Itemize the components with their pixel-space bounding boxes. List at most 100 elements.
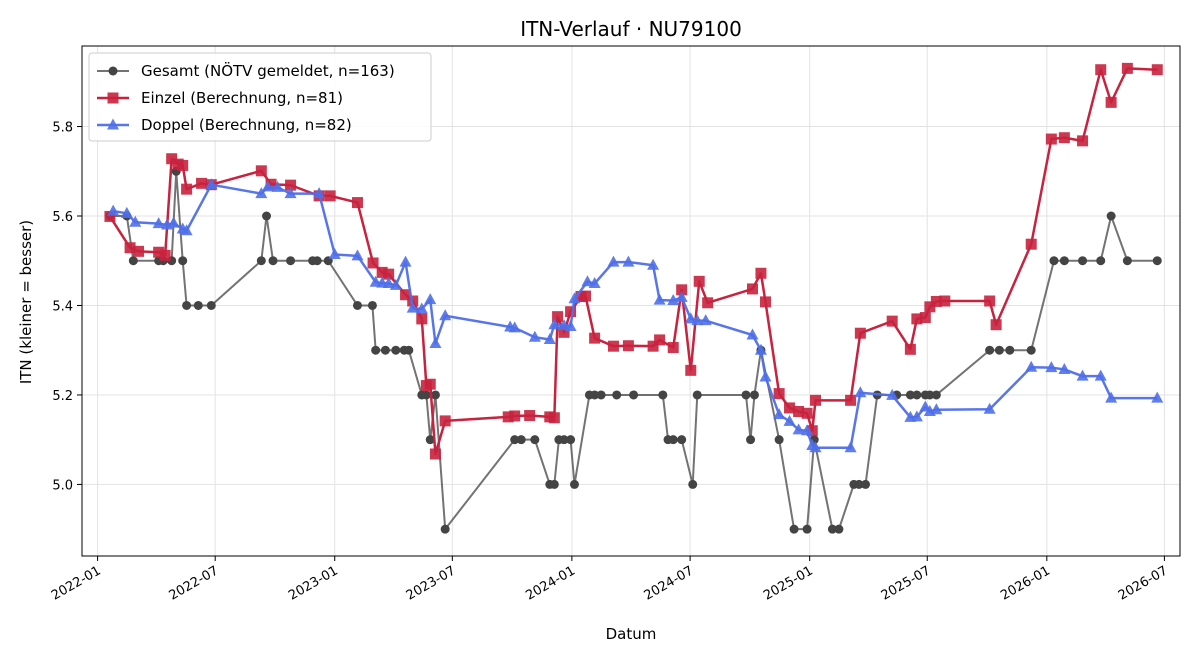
y-tick-label: 5.0 [52,478,73,493]
data-point [792,423,805,435]
data-point [783,414,796,426]
x-tick-label: 2026-01 [998,563,1053,603]
x-tick-label: 2025-01 [761,563,816,603]
legend-box [88,52,432,142]
data-point [699,314,712,326]
x-tick-label: 2024-07 [642,563,697,603]
data-point [324,190,336,202]
data-point [564,320,577,331]
data-point [328,247,341,259]
data-point [1096,256,1106,266]
data-point [984,295,996,307]
data-point [1151,64,1163,76]
data-point [919,312,931,324]
data-point [629,390,639,400]
data-point [399,255,412,267]
data-point [1151,391,1164,403]
data-point [1105,391,1118,403]
data-point [1094,369,1107,381]
legend-label: Gesamt (NÖTV gemeldet, n=163) [141,61,395,80]
data-point [668,435,678,445]
data-point [806,425,818,437]
data-point [312,256,322,266]
data-point [509,410,521,422]
legend-marker [107,92,119,104]
data-point [265,178,277,190]
data-point [351,197,363,209]
x-tick-label: 2025-07 [879,563,934,603]
data-point [925,390,935,400]
data-point [746,328,759,340]
data-point [802,524,812,534]
data-point [676,284,688,296]
data-point [421,390,431,400]
data-point [590,390,600,400]
data-point [886,388,899,400]
data-point [1106,211,1116,221]
data-point [688,479,698,489]
data-point [429,448,441,460]
data-point [755,267,767,279]
data-point [1077,135,1089,147]
data-point [424,293,437,305]
data-point [552,311,564,323]
data-point [844,441,857,453]
x-axis: 2022-01 2022-07 2023-01 2023-07 2024-01 2024-… [49,556,1170,604]
data-point [568,292,581,304]
data-point [1005,345,1015,355]
data-point [749,390,759,400]
data-point [196,177,208,189]
data-point [180,224,193,236]
data-point [181,183,193,195]
data-point [351,249,364,261]
data-point [1025,360,1038,372]
series-layer [104,62,1164,534]
x-axis-label: Datum [606,625,657,643]
plot-frame [81,45,1181,557]
data-point [754,343,767,355]
data-point [612,390,622,400]
data-point [692,390,702,400]
data-point [1045,133,1057,145]
data-point [549,479,559,489]
data-point [685,364,697,376]
data-point [548,412,560,424]
data-point [425,435,435,445]
data-point [801,424,814,436]
data-point [415,302,428,314]
data-point [262,211,272,221]
data-point [528,330,541,342]
data-point [1045,361,1058,373]
data-point [801,407,813,419]
data-point [845,394,857,406]
data-point [256,256,266,266]
data-point [809,441,822,453]
data-point [1121,62,1133,74]
data-point [152,217,165,229]
data-point [569,479,579,489]
data-point [268,256,278,266]
data-point [759,296,771,308]
data-point [1095,64,1107,76]
data-point [255,187,268,199]
data-point [510,435,520,445]
data-point [784,402,796,414]
data-point [440,524,450,534]
data-point [653,293,666,305]
data-point [759,370,772,382]
data-point [153,246,165,258]
data-point [1105,96,1117,108]
data-point [380,345,390,355]
data-point [383,268,395,280]
y-tick-label: 5.2 [52,389,73,404]
data-point [1058,362,1071,374]
data-point [178,256,188,266]
data-point [910,410,923,422]
data-point [886,315,898,327]
y-axis-label: ITN (kleiner = besser) [17,220,35,384]
y-tick-label: 5.6 [52,210,73,225]
data-point [1049,256,1059,266]
data-point [931,390,941,400]
chart-title: ITN-Verlauf · NU79100 [520,17,742,41]
